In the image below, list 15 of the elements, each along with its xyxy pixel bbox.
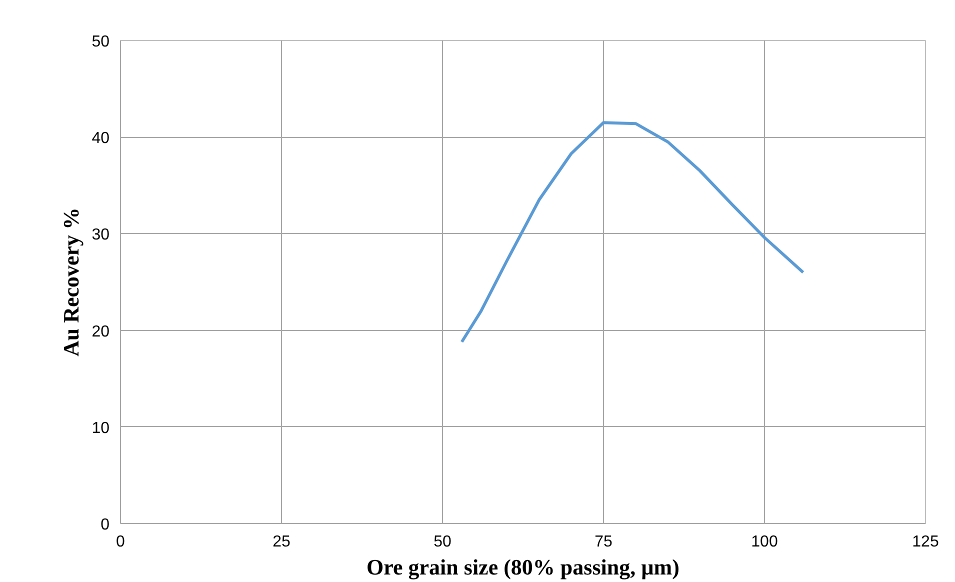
y-tick-label: 50 [92, 34, 110, 50]
y-tick-label: 10 [92, 420, 110, 437]
x-tick-label: 125 [912, 534, 939, 550]
x-tick-label: 25 [272, 534, 290, 550]
y-tick-label: 30 [92, 226, 110, 244]
x-tick-label: 100 [751, 534, 778, 550]
x-tick-label: 75 [594, 534, 612, 550]
x-tick-label: 0 [116, 534, 126, 550]
y-tick-label: 0 [100, 516, 110, 534]
x-axis-title: Ore grain size (80% passing, µm) [366, 554, 680, 580]
x-tick-label: 50 [434, 534, 452, 550]
line-series [460, 121, 805, 344]
y-axis-title: Au Recovery % [58, 207, 84, 357]
y-tick-label: 20 [92, 323, 110, 340]
y-tick-label: 40 [92, 130, 110, 148]
